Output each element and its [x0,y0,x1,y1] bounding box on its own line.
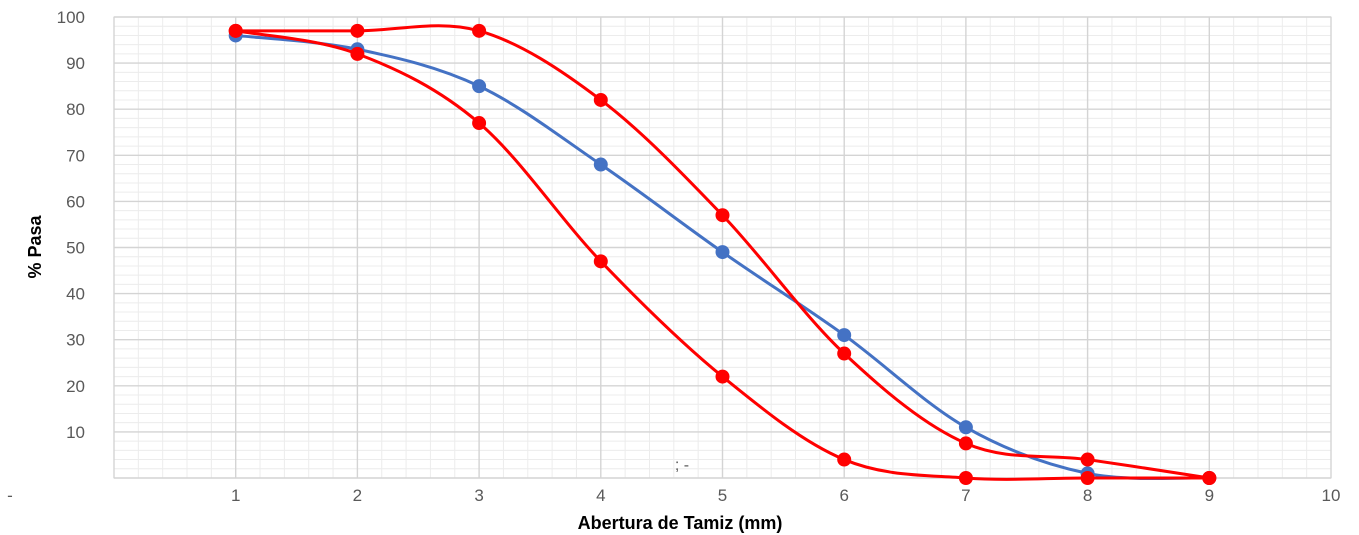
series-layer [228,23,1217,485]
data-point [472,79,487,94]
data-point [715,208,730,223]
y-tick-label: 90 [66,54,85,73]
y-tick-label: 60 [66,192,85,211]
x-tick-label: 4 [596,486,605,505]
data-point [228,23,243,38]
y-tick-label: 100 [57,8,85,27]
y-zero-label: - [7,486,13,505]
data-point [350,46,365,61]
x-tick-label: 8 [1083,486,1092,505]
y-tick-label: 70 [66,146,85,165]
data-point [1080,471,1095,485]
y-axis-ticks: 10 20 30 40 50 60 70 80 90 100 [57,8,85,442]
x-tick-label: 2 [353,486,362,505]
data-point [715,245,730,260]
plot-border [113,16,1332,479]
y-tick-label: 20 [66,377,85,396]
data-point [837,346,852,361]
x-tick-label: 3 [474,486,483,505]
chart-annotation: ; - [675,457,689,474]
data-point [1080,452,1095,467]
y-axis-title: % Pasa [25,214,45,278]
y-tick-label: 80 [66,100,85,119]
data-point [593,254,608,269]
plot-area [113,16,1332,479]
data-point [593,157,608,172]
data-point [472,116,487,131]
data-point [472,23,487,38]
series-3 [228,23,1217,485]
data-point [593,92,608,107]
data-point [958,471,973,485]
data-point [958,436,973,451]
data-point [1202,471,1217,485]
y-tick-label: 40 [66,285,85,304]
data-point [958,420,973,435]
x-axis-title: Abertura de Tamiz (mm) [578,513,783,533]
data-point [715,369,730,384]
x-tick-label: 5 [718,486,727,505]
x-tick-label: 6 [839,486,848,505]
x-tick-label: 7 [961,486,970,505]
x-tick-label: 1 [231,486,240,505]
x-tick-label: 10 [1322,486,1341,505]
x-tick-label: 9 [1205,486,1214,505]
y-tick-label: 30 [66,331,85,350]
x-axis-ticks: 1 2 3 4 5 6 7 8 9 10 [231,486,1340,505]
y-tick-label: 50 [66,239,85,258]
data-point [837,328,852,343]
data-point [837,452,852,467]
data-point [350,23,365,38]
y-tick-label: 10 [66,423,85,442]
